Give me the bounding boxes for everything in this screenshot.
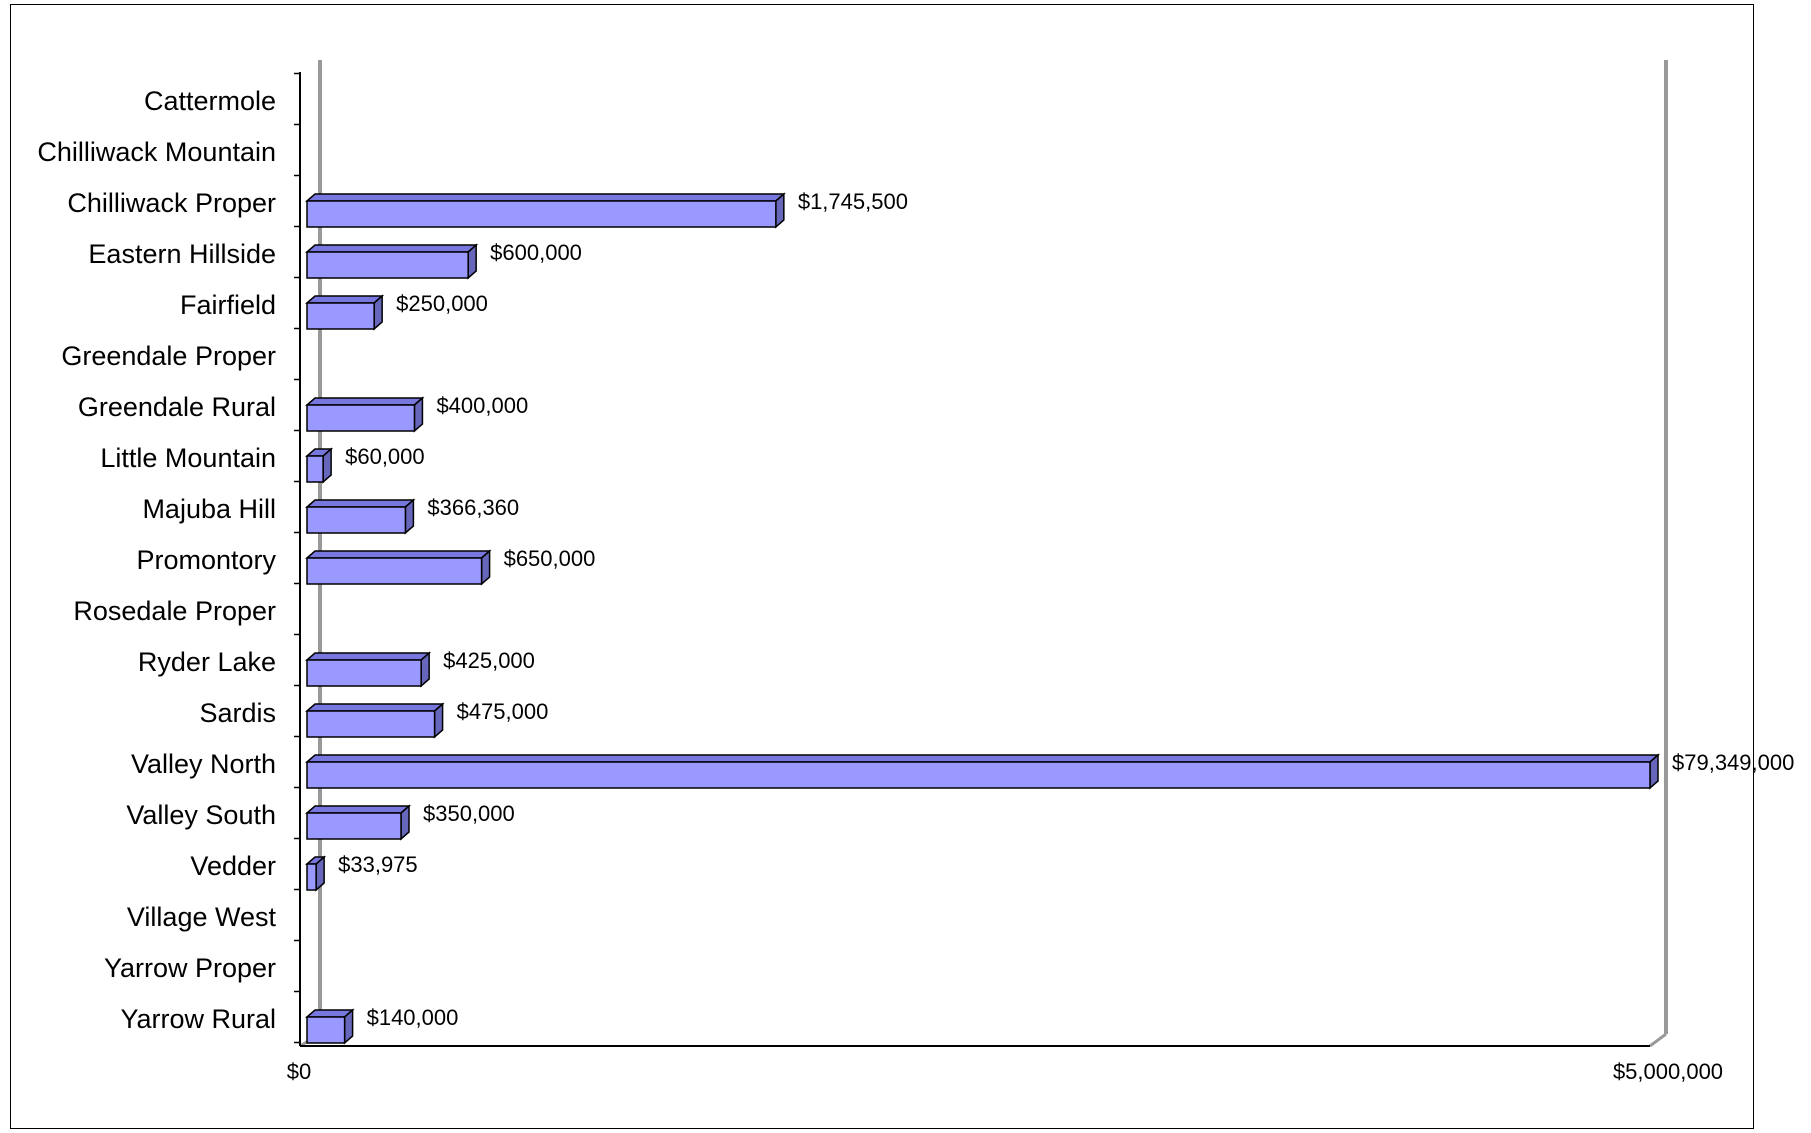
bar-top-face [305,550,492,559]
bar [306,200,777,228]
data-label: $60,000 [345,444,425,469]
bar-top-face [305,754,1660,763]
category-label: Valley North [131,749,276,779]
bar [306,863,317,891]
data-label: $475,000 [457,699,549,724]
category-label: Greendale Proper [61,341,276,371]
bar-top-face [305,397,425,406]
data-label: $350,000 [423,801,515,826]
bar [306,506,407,534]
bar-top-face [305,805,412,814]
data-label: $400,000 [436,393,528,418]
bar [306,557,483,585]
category-label: Promontory [136,545,276,575]
data-label: $650,000 [504,546,596,571]
data-label: $140,000 [367,1005,459,1030]
category-label: Ryder Lake [138,647,276,677]
bar [306,710,436,738]
bar [306,302,375,330]
category-label: Yarrow Proper [104,953,276,983]
data-label: $425,000 [443,648,535,673]
bar [306,1016,346,1044]
category-label: Fairfield [180,290,276,320]
bar [306,251,469,279]
bar-top-face [305,652,432,661]
category-label: Sardis [199,698,276,728]
category-label: Yarrow Rural [120,1004,276,1034]
bar-top-face [305,244,479,253]
x-tick-label: $0 [287,1059,311,1084]
category-label: Chilliwack Proper [67,188,276,218]
bar-top-face [305,193,786,202]
bar [306,812,402,840]
category-label: Rosedale Proper [73,596,276,626]
bar [306,761,1651,789]
category-label: Majuba Hill [142,494,276,524]
bar [306,659,422,687]
bar-top-face [305,703,445,712]
data-label: $1,745,500 [798,189,908,214]
floor-right-edge [1649,1032,1667,1048]
category-label: Little Mountain [100,443,276,473]
data-label: $33,975 [338,852,418,877]
category-label: Vedder [190,851,276,881]
category-label: Chilliwack Mountain [37,137,276,167]
x-tick-label: $5,000,000 [1613,1059,1723,1084]
data-label: $250,000 [396,291,488,316]
bar-top-face [305,499,416,508]
category-label: Valley South [126,800,276,830]
bar-top-face [305,295,385,304]
data-label: $366,360 [427,495,519,520]
bar [306,404,416,432]
category-label: Eastern Hillside [88,239,276,269]
data-label: $600,000 [490,240,582,265]
category-label: Village West [127,902,277,932]
bar [306,455,324,483]
category-label: Cattermole [144,86,276,116]
category-label: Greendale Rural [78,392,276,422]
data-label: $79,349,000 [1672,750,1794,775]
